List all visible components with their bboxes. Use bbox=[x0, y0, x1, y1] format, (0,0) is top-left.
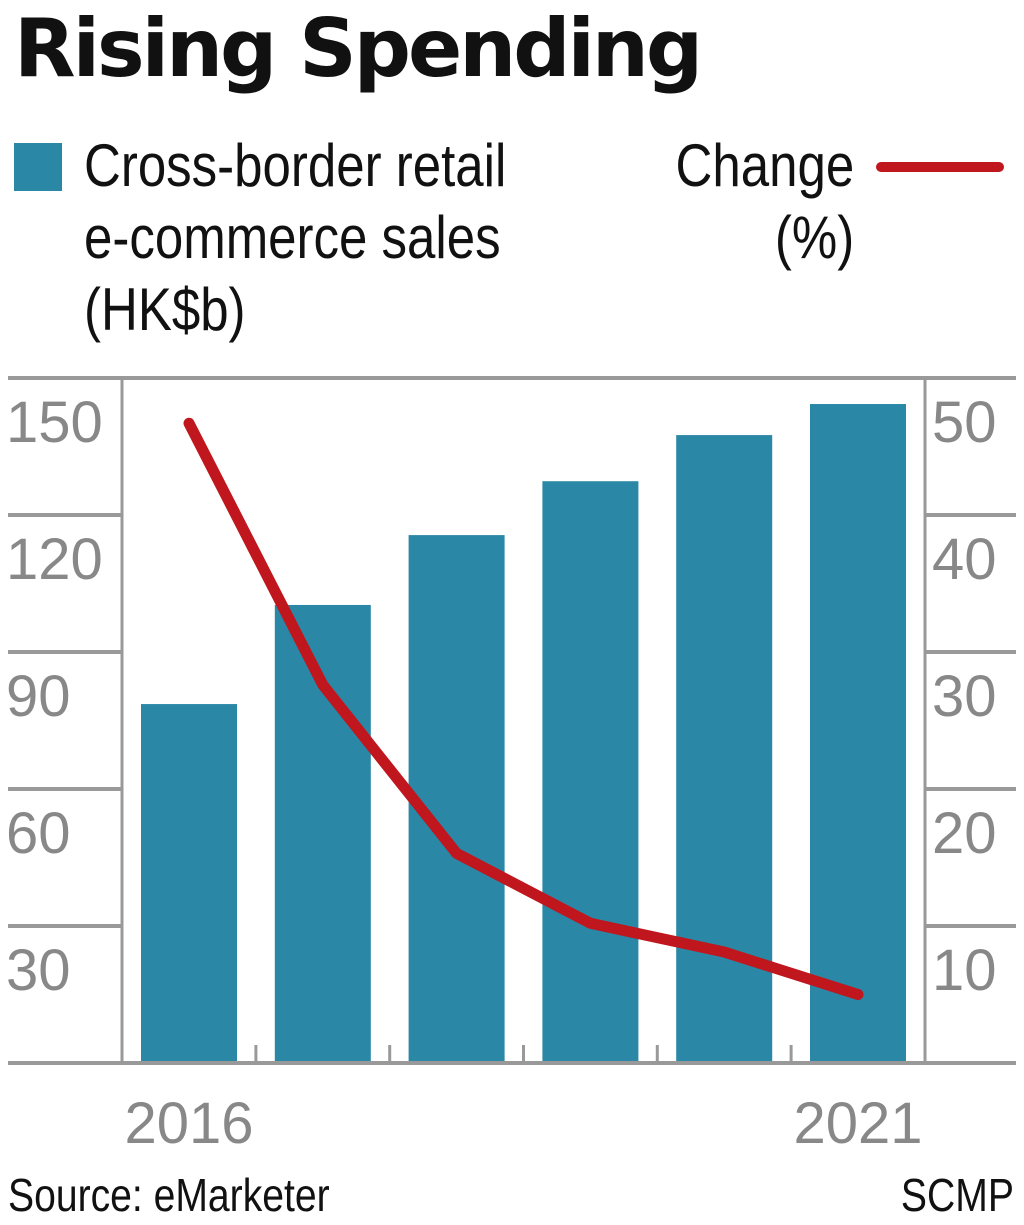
bar-2019 bbox=[542, 481, 639, 1063]
legend-line-label: Change (%) bbox=[675, 132, 854, 271]
legend-line-swatch bbox=[876, 162, 1004, 172]
bar-2018 bbox=[408, 535, 505, 1063]
legend-bar-swatch bbox=[14, 143, 62, 191]
x-tick-label: 2016 bbox=[124, 1091, 253, 1156]
left-tick-label: 90 bbox=[6, 664, 71, 729]
bar-2016 bbox=[141, 704, 237, 1063]
right-tick-label: 50 bbox=[932, 390, 997, 455]
right-tick-label: 30 bbox=[932, 664, 997, 729]
right-tick-label: 20 bbox=[932, 801, 997, 866]
chart-title: Rising Spending bbox=[14, 2, 703, 95]
left-tick-label: 60 bbox=[6, 801, 71, 866]
credit: SCMP bbox=[901, 1169, 1014, 1221]
left-tick-label: 120 bbox=[6, 527, 103, 592]
x-tick-label: 2021 bbox=[793, 1091, 922, 1156]
change-line bbox=[183, 417, 864, 1000]
bar-2021 bbox=[810, 404, 906, 1063]
left-tick-label: 30 bbox=[6, 938, 71, 1003]
legend-bar-label: Cross-border retail e-commerce sales (HK… bbox=[84, 132, 507, 343]
right-tick-label: 40 bbox=[932, 527, 997, 592]
source-note: Source: eMarketer bbox=[8, 1169, 330, 1221]
right-tick-label: 10 bbox=[932, 938, 997, 1003]
bar-2020 bbox=[676, 435, 773, 1063]
left-tick-label: 150 bbox=[6, 390, 103, 455]
